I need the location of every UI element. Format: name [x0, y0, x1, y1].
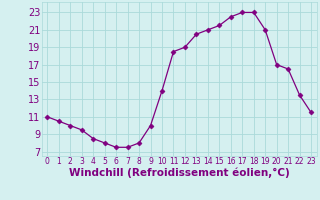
X-axis label: Windchill (Refroidissement éolien,°C): Windchill (Refroidissement éolien,°C): [69, 168, 290, 178]
